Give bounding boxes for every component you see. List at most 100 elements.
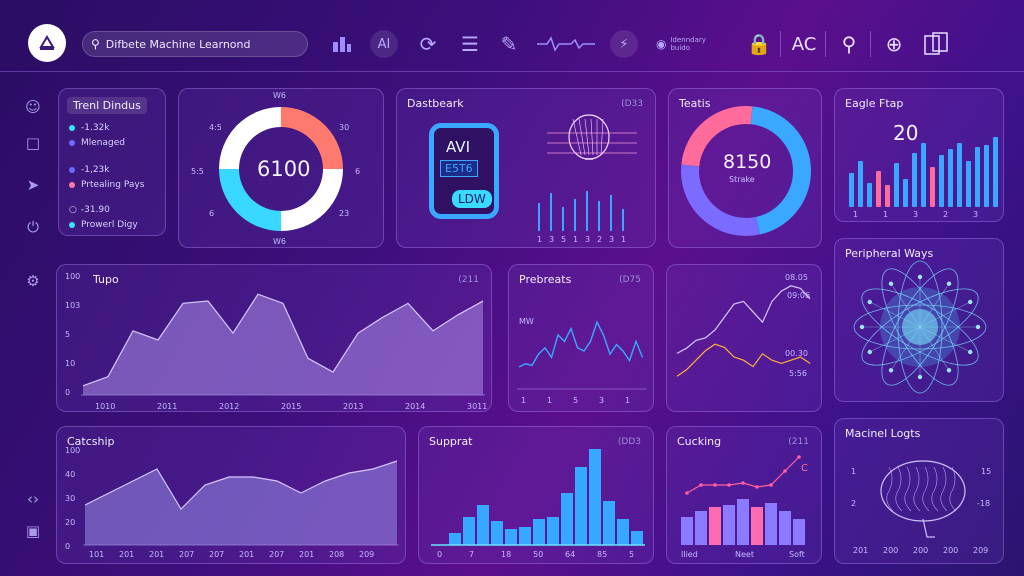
catchup-x-label: 207 <box>269 550 284 559</box>
ac-label[interactable]: AC <box>789 28 819 60</box>
network-edge <box>919 326 950 371</box>
support-x-label: 50 <box>533 550 543 559</box>
support-bar <box>463 517 475 545</box>
cucking-point <box>741 481 745 485</box>
donut-left-label: 4:5 <box>209 123 222 132</box>
waveform-icon[interactable] <box>536 28 596 60</box>
donut-bottom-label: W6 <box>273 237 286 246</box>
brain-fold <box>904 466 912 512</box>
series-b-line <box>676 343 811 377</box>
refresh-icon[interactable]: ⟳ <box>419 32 437 56</box>
cucking-x-label: Ilied <box>681 550 698 559</box>
catchup-y-label: 30 <box>65 494 75 503</box>
divider <box>870 31 871 57</box>
support-bar <box>505 529 517 545</box>
eagle-bar <box>894 163 899 207</box>
eagle-bar <box>984 145 989 207</box>
catchup-panel: Catcship 100 40 30 20 0 101 201 201 207 207 201 207… <box>56 426 406 564</box>
network-node <box>968 349 973 355</box>
brain-fold <box>940 466 948 512</box>
apps-icon[interactable] <box>326 28 358 60</box>
support-x-label: 5 <box>629 550 634 559</box>
catchup-x-label: 201 <box>299 550 314 559</box>
donut-segment <box>219 168 282 231</box>
brain-fold <box>931 466 939 512</box>
prebreats-line <box>518 320 644 368</box>
network-node <box>946 368 952 373</box>
line-label: 09:06 <box>787 291 811 300</box>
cucking-panel: Cucking (211 C Ilied Neet Soft <box>666 426 822 564</box>
bolt-icon[interactable]: ⚡ <box>610 30 638 58</box>
support-bar <box>491 521 503 545</box>
eagle-bar <box>876 171 881 207</box>
cucking-point <box>713 483 717 487</box>
brain-outline <box>880 460 966 522</box>
profile-info[interactable]: ◉ Idenndary buido <box>656 28 724 60</box>
cucking-bar <box>793 519 805 545</box>
tupo-x-label: 3011 <box>467 402 487 411</box>
peripheral-panel: Peripheral Ways <box>834 238 1004 402</box>
machine-x-label: 201 <box>853 546 868 555</box>
network-graph <box>853 260 987 394</box>
machine-x-label: 200 <box>943 546 958 555</box>
card-top-text: AVI <box>446 138 470 156</box>
eagle-bar <box>858 161 863 207</box>
network-node <box>867 349 872 355</box>
tupo-y-label: 0 <box>65 388 70 397</box>
ai-badge[interactable]: AI <box>370 30 398 58</box>
list-icon[interactable]: ☰ <box>461 32 479 56</box>
trend-item-3: ○ -31.90 <box>69 205 110 215</box>
compass-icon[interactable]: ⊕ <box>885 32 903 56</box>
lock-icon[interactable]: 🔒 <box>746 32 772 56</box>
catchup-x-label: 209 <box>359 550 374 559</box>
donut-right-label: 30 <box>339 123 350 132</box>
cucking-bar <box>779 511 791 545</box>
catchup-y-label: 0 <box>65 542 70 551</box>
line-label: 00.30 <box>785 349 808 358</box>
network-node <box>888 281 894 286</box>
folder-icon[interactable]: □ <box>25 134 41 152</box>
catchup-y-label: 20 <box>65 518 75 527</box>
search-input[interactable]: ⚲ Difbete Machine Learnond <box>82 31 308 57</box>
catchup-y-label: 40 <box>65 470 75 479</box>
card-bottom-text: LDW <box>452 190 492 208</box>
catchup-x-label: 201 <box>149 550 164 559</box>
rocket-icon[interactable]: ➤ <box>26 176 40 194</box>
support-x-label: 85 <box>597 550 607 559</box>
edit-icon[interactable]: ✎ <box>500 32 518 56</box>
lock-icon[interactable]: ▣ <box>25 522 41 540</box>
catchup-y-label: 100 <box>65 446 80 455</box>
network-orbit <box>861 288 979 366</box>
eagle-value: 20 <box>893 121 919 145</box>
trend-item-2: -1,23k <box>69 165 110 175</box>
power-icon[interactable]: ⏻ <box>27 218 39 236</box>
brain-stem <box>922 518 935 538</box>
trend-item-2-label: Prtealing Pays <box>69 180 144 190</box>
code-icon[interactable]: ‹› <box>27 490 39 508</box>
tupo-x-label: 2011 <box>157 402 177 411</box>
prebreats-title: Prebreats <box>519 273 572 286</box>
tests-sub-label: Strake <box>729 175 755 184</box>
dashboard-x-label: 3 <box>549 235 554 244</box>
search-icon[interactable]: ⚲ <box>841 32 857 56</box>
support-bar <box>449 533 461 545</box>
eagle-bar <box>930 167 935 207</box>
prebreats-code: (D75 <box>619 275 641 285</box>
user-icon[interactable]: ☺ <box>25 98 41 116</box>
support-bar <box>547 517 559 545</box>
ai-label: AI <box>377 36 391 52</box>
prebreats-line-chart: 1 1 5 3 1 <box>517 320 647 405</box>
donut-panel: 6100 W6 W6 4:5 5:5 6 30 6 23 <box>178 88 384 248</box>
tupo-x-label: 2012 <box>219 402 239 411</box>
panels-icon[interactable] <box>921 28 951 60</box>
donut-center-value: 6100 <box>257 157 311 181</box>
cucking-bar <box>765 503 777 545</box>
network-node <box>968 299 973 305</box>
support-bar <box>533 519 545 545</box>
app-logo-icon[interactable] <box>28 24 66 62</box>
settings-icon[interactable]: ⚙ <box>26 272 40 290</box>
dashboard-code: (D33 <box>621 99 643 109</box>
network-edge <box>890 326 921 371</box>
